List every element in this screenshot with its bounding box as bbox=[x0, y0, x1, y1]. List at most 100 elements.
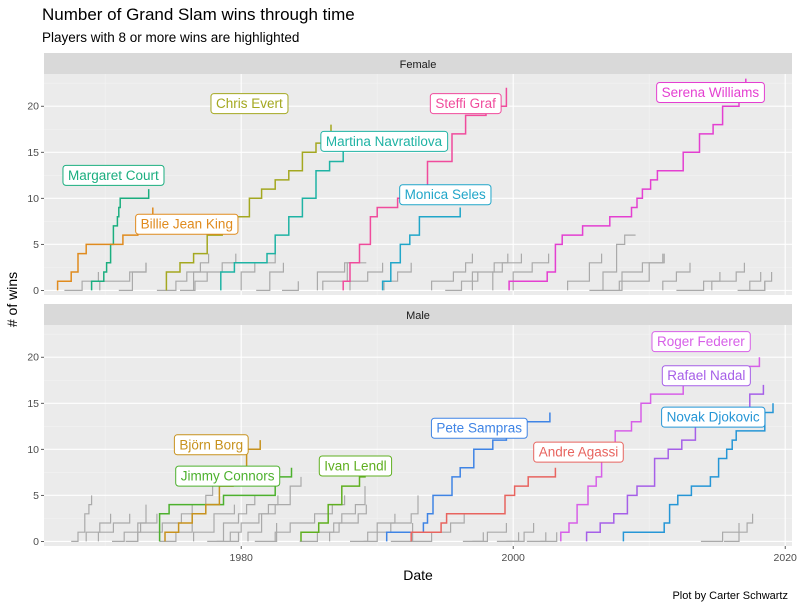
series-label-pete-sampras: Pete Sampras bbox=[430, 417, 528, 439]
series-line-other-player bbox=[737, 272, 762, 291]
series-label-text: Steffi Graf bbox=[435, 96, 496, 111]
series-line-other-player bbox=[85, 513, 112, 542]
y-tick-label: 10 bbox=[27, 193, 39, 205]
series-label-text: Ivan Lendl bbox=[324, 458, 386, 473]
y-tick-label: 0 bbox=[33, 536, 39, 548]
series-line-monica-seles bbox=[381, 207, 461, 291]
series-label-martina-navratilova: Martina Navratilova bbox=[320, 130, 449, 152]
series-line-other-player bbox=[193, 504, 235, 542]
series-line-other-player bbox=[247, 476, 302, 542]
series-label-text: Björn Borg bbox=[179, 437, 243, 452]
series-label-text: Chris Evert bbox=[216, 96, 283, 111]
chart-subtitle: Players with 8 or more wins are highligh… bbox=[42, 30, 300, 45]
series-label-text: Margaret Court bbox=[68, 168, 159, 183]
x-tick-label: 2020 bbox=[774, 552, 798, 564]
series-line-other-player bbox=[216, 532, 240, 542]
chart-caption: Plot by Carter Schwartz bbox=[672, 590, 788, 602]
series-label-box bbox=[399, 184, 492, 206]
series-line-andre-agassi bbox=[410, 467, 557, 542]
series-line-bjorn-borg bbox=[164, 440, 261, 542]
series-line-other-player bbox=[700, 523, 740, 542]
series-label-text: Andre Agassi bbox=[539, 445, 619, 460]
series-label-text: Billie Jean King bbox=[141, 217, 233, 232]
series-label-box bbox=[175, 465, 281, 487]
series-line-other-player bbox=[64, 272, 99, 291]
y-tick-label: 15 bbox=[27, 398, 39, 410]
series-line-other-player bbox=[471, 253, 509, 291]
facet-strip bbox=[44, 304, 792, 325]
series-line-other-player bbox=[506, 523, 535, 542]
series-line-other-player bbox=[71, 495, 93, 542]
series-line-martina-navratilova bbox=[220, 133, 385, 291]
series-line-jimmy-connors bbox=[158, 467, 293, 542]
series-line-other-player bbox=[282, 281, 299, 291]
series-line-other-player bbox=[329, 504, 367, 542]
series-label-text: Jimmy Connors bbox=[181, 469, 275, 484]
series-label-box bbox=[210, 93, 289, 115]
series-label-ivan-lendl: Ivan Lendl bbox=[318, 455, 393, 477]
series-label-box bbox=[429, 93, 502, 115]
series-label-novak-djokovic: Novak Djokovic bbox=[661, 406, 766, 428]
series-label-roger-federer: Roger Federer bbox=[651, 331, 751, 353]
series-line-other-player bbox=[472, 523, 507, 542]
series-line-other-player bbox=[254, 523, 278, 542]
y-tick-label: 15 bbox=[27, 147, 39, 159]
series-line-other-player bbox=[156, 253, 210, 291]
series-label-text: Novak Djokovic bbox=[667, 410, 760, 425]
series-line-other-player bbox=[431, 253, 473, 291]
series-label-box bbox=[318, 455, 393, 477]
series-line-ivan-lendl bbox=[300, 467, 366, 542]
series-label-rafael-nadal: Rafael Nadal bbox=[661, 365, 751, 387]
series-label-box bbox=[62, 164, 165, 186]
series-label-text: Rafael Nadal bbox=[667, 368, 745, 383]
series-line-other-player bbox=[240, 253, 276, 291]
panel-female: Female 0 5 10 15 20 Margaret Court Billie Jean … bbox=[27, 53, 792, 297]
series-label-bjorn-borg: Björn Borg bbox=[173, 434, 249, 456]
y-tick-label: 20 bbox=[27, 352, 39, 364]
chart-title: Number of Grand Slam wins through time bbox=[42, 5, 355, 24]
series-label-billie-jean-king: Billie Jean King bbox=[135, 213, 239, 235]
series-label-steffi-graf: Steffi Graf bbox=[429, 93, 502, 115]
series-line-other-player bbox=[349, 262, 384, 291]
series-label-box bbox=[533, 441, 624, 463]
facet-strip-label: Male bbox=[406, 310, 430, 322]
series-label-text: Pete Sampras bbox=[436, 421, 522, 436]
series-line-other-player bbox=[711, 262, 745, 291]
series-line-other-player bbox=[363, 495, 419, 542]
series-label-monica-seles: Monica Seles bbox=[399, 184, 492, 206]
series-label-box bbox=[135, 213, 239, 235]
series-line-chris-evert bbox=[165, 124, 332, 291]
series-line-other-player bbox=[764, 272, 773, 291]
series-line-other-player bbox=[118, 262, 147, 291]
series-label-box bbox=[320, 130, 449, 152]
facet-strip-label: Female bbox=[400, 59, 437, 71]
series-line-other-player bbox=[676, 272, 721, 291]
series-line-other-player bbox=[207, 495, 256, 542]
series-label-box bbox=[430, 417, 528, 439]
series-line-other-player bbox=[492, 253, 522, 291]
series-label-box bbox=[651, 331, 751, 353]
y-tick-label: 20 bbox=[27, 101, 39, 113]
series-label-serena-williams: Serena Williams bbox=[656, 82, 765, 104]
y-tick-label: 0 bbox=[33, 285, 39, 297]
series-label-box bbox=[173, 434, 249, 456]
series-line-margaret-court bbox=[90, 189, 150, 291]
series-line-other-player bbox=[724, 513, 754, 542]
x-axis-title: Date bbox=[403, 567, 433, 583]
series-label-text: Martina Navratilova bbox=[326, 134, 443, 149]
x-tick-label: 2000 bbox=[502, 552, 526, 564]
series-line-other-player bbox=[125, 513, 158, 542]
panel-male: Male 0 5 10 15 20 Jimmy Connors Björn Borg Ivan … bbox=[27, 304, 797, 564]
series-label-box bbox=[656, 82, 765, 104]
series-line-other-player bbox=[512, 253, 550, 291]
series-line-other-player bbox=[445, 272, 479, 291]
series-label-text: Serena Williams bbox=[662, 85, 760, 100]
series-line-other-player bbox=[383, 262, 412, 291]
series-label-box bbox=[661, 365, 751, 387]
series-line-other-player bbox=[618, 253, 664, 291]
series-line-other-player bbox=[601, 253, 665, 291]
series-label-chris-evert: Chris Evert bbox=[210, 93, 289, 115]
series-line-other-player bbox=[229, 495, 279, 542]
series-label-margaret-court: Margaret Court bbox=[62, 164, 165, 186]
series-line-novak-djokovic bbox=[622, 403, 774, 542]
